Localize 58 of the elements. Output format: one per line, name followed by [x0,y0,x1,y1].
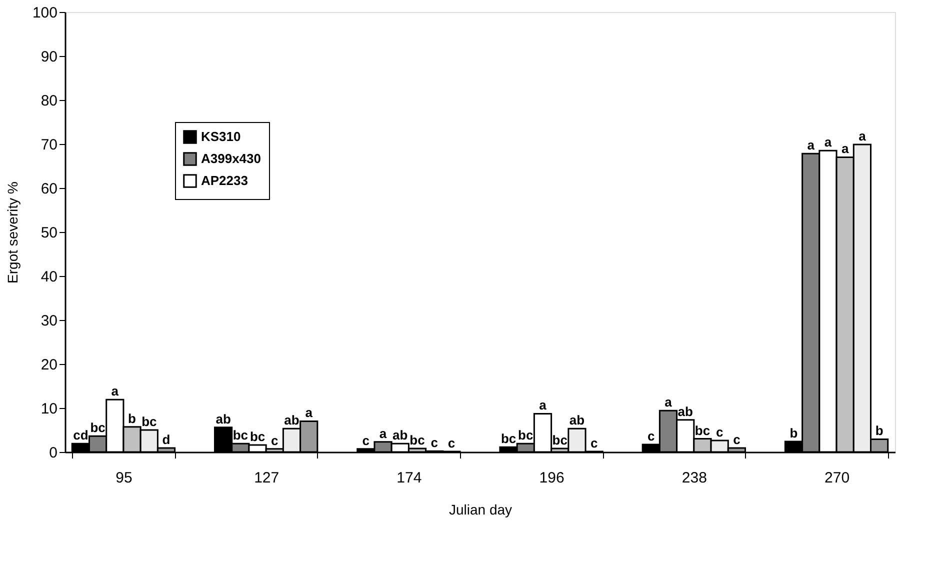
data-label: cd [73,428,88,443]
data-label: bc [250,428,266,444]
x-tick-label: 127 [254,470,280,486]
data-label: bc [552,432,568,448]
data-label: b [790,425,798,440]
data-label: bc [500,431,516,446]
y-tick-label: 60 [40,180,58,198]
data-label: b [128,410,136,426]
data-label: ab [284,412,300,428]
data-label: bc [694,422,710,438]
y-tick-label: 90 [40,48,58,66]
legend-label: AP2233 [201,173,248,188]
data-label: a [824,134,832,150]
data-label: ab [678,404,694,419]
x-tick-label: 270 [824,470,850,486]
legend-label: KS310 [201,129,241,144]
data-label: bc [518,428,534,443]
data-label: c [362,432,370,448]
y-tick-label: 0 [49,444,58,462]
x-axis-title: Julian day [448,502,512,518]
x-tick-label: 95 [116,470,132,486]
data-label: c [733,432,740,448]
data-label: a [111,384,120,399]
data-label: ab [569,412,585,428]
legend-label: A399x430 [201,151,261,166]
data-label: bc [232,428,248,443]
data-label: a [379,426,388,441]
data-label: a [858,128,867,144]
data-label: a [807,138,816,153]
y-tick-label: 100 [32,4,58,22]
data-label: bc [90,420,106,436]
data-label: a [664,394,673,410]
y-tick-label: 40 [40,268,58,286]
y-tick-label: 10 [40,400,58,418]
y-axis-title: Ergot severity % [4,182,20,284]
data-label: a [305,405,314,420]
data-label: c [590,436,598,451]
data-label: c [716,424,724,440]
y-tick-label: 80 [40,92,58,110]
data-label: b [875,423,884,438]
data-label: ab [216,411,231,426]
data-label: bc [410,432,425,448]
y-tick-label: 20 [40,356,58,374]
data-label: a [539,398,548,413]
data-label: bc [142,414,157,429]
x-tick-label: 238 [682,470,707,486]
data-label: d [162,432,170,448]
data-label: a [841,141,850,156]
data-label: c [271,432,278,448]
data-label: c [430,435,438,450]
x-tick-label: 196 [539,470,564,486]
y-tick-label: 70 [40,136,58,154]
data-label: ab [392,428,408,443]
data-label: c [448,436,456,451]
x-tick-label: 174 [396,470,422,486]
data-label: c [648,428,655,444]
y-tick-label: 30 [40,312,58,330]
y-tick-label: 50 [40,224,58,242]
